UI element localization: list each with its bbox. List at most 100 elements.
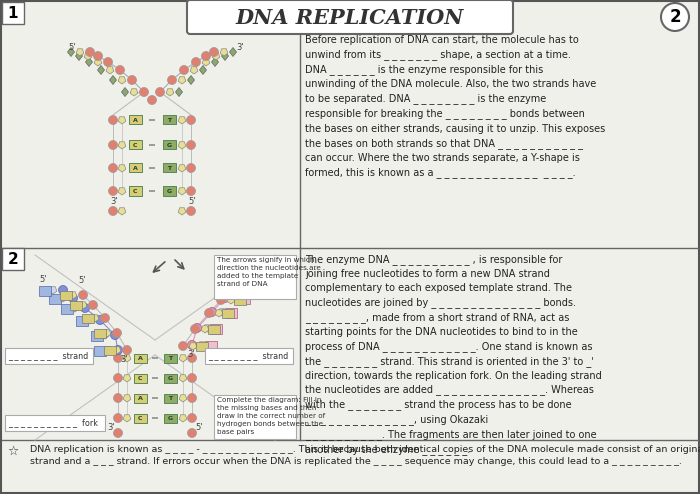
Circle shape [154, 377, 156, 379]
Circle shape [69, 293, 78, 302]
FancyBboxPatch shape [81, 314, 94, 323]
Polygon shape [123, 375, 131, 382]
FancyBboxPatch shape [244, 284, 256, 292]
FancyBboxPatch shape [94, 345, 106, 356]
Text: 5': 5' [247, 268, 255, 277]
Text: ☆: ☆ [7, 445, 18, 458]
Polygon shape [202, 59, 210, 66]
Polygon shape [237, 285, 245, 292]
Text: G: G [167, 375, 173, 380]
Circle shape [156, 357, 158, 359]
Circle shape [167, 76, 176, 84]
Polygon shape [76, 51, 83, 60]
Circle shape [154, 417, 156, 419]
Circle shape [153, 144, 155, 146]
Circle shape [154, 357, 156, 359]
Bar [214, 395, 296, 439]
Circle shape [155, 87, 164, 96]
Polygon shape [228, 297, 234, 304]
Text: G: G [167, 415, 173, 420]
FancyBboxPatch shape [187, 0, 513, 34]
Circle shape [190, 325, 199, 333]
Text: C: C [133, 189, 137, 194]
Circle shape [113, 354, 122, 363]
Circle shape [152, 397, 154, 399]
FancyBboxPatch shape [60, 303, 73, 314]
Circle shape [59, 286, 67, 294]
FancyBboxPatch shape [234, 295, 246, 304]
Polygon shape [118, 165, 126, 172]
Circle shape [209, 47, 218, 56]
Text: 3': 3' [107, 423, 115, 432]
Circle shape [113, 345, 122, 355]
Polygon shape [71, 305, 79, 312]
Bar [214, 255, 296, 299]
Circle shape [116, 66, 125, 75]
Text: The arrows signify in which
direction the nucleotides are
added to the template
: The arrows signify in which direction th… [217, 257, 321, 287]
Text: G: G [167, 142, 172, 148]
Bar [5, 348, 93, 364]
Text: The enzyme DNA _ _ _ _ _ _ _ _ _ _ , is responsible for
joining free nucleotides: The enzyme DNA _ _ _ _ _ _ _ _ _ _ , is … [305, 254, 602, 455]
Circle shape [85, 47, 94, 56]
Polygon shape [178, 188, 186, 195]
Polygon shape [113, 347, 121, 354]
Polygon shape [221, 51, 228, 60]
Polygon shape [123, 395, 131, 402]
Circle shape [202, 51, 211, 60]
Circle shape [80, 303, 90, 313]
Polygon shape [188, 76, 195, 84]
FancyBboxPatch shape [209, 324, 221, 333]
FancyBboxPatch shape [237, 293, 249, 303]
Polygon shape [178, 165, 186, 172]
Circle shape [149, 144, 151, 146]
FancyBboxPatch shape [76, 316, 88, 326]
FancyBboxPatch shape [162, 164, 176, 172]
Circle shape [108, 116, 118, 124]
Circle shape [152, 377, 154, 379]
Circle shape [153, 190, 155, 192]
Text: 3': 3' [120, 355, 127, 364]
Polygon shape [67, 47, 74, 56]
Circle shape [101, 314, 109, 323]
Polygon shape [104, 347, 112, 354]
Polygon shape [97, 66, 104, 75]
Polygon shape [102, 332, 108, 339]
Text: G: G [167, 189, 172, 194]
Circle shape [108, 164, 118, 172]
Text: A: A [132, 165, 137, 170]
Polygon shape [123, 415, 131, 422]
Circle shape [188, 413, 197, 422]
Polygon shape [190, 67, 198, 74]
Text: DNA REPLICATION: DNA REPLICATION [236, 8, 464, 28]
Polygon shape [211, 57, 218, 67]
FancyBboxPatch shape [164, 373, 176, 382]
Polygon shape [179, 395, 187, 402]
Text: Complete the diagram: Fill in
the missing bases and then
draw in the correct num: Complete the diagram: Fill in the missin… [217, 397, 325, 435]
Circle shape [108, 187, 118, 196]
Circle shape [108, 206, 118, 215]
FancyBboxPatch shape [134, 413, 146, 422]
Circle shape [149, 119, 151, 121]
Text: DNA replication is known as _ _ _ _ - _ _ _ _ _ _ _ _ _ _ _ _. This is because b: DNA replication is known as _ _ _ _ - _ … [30, 445, 700, 466]
FancyBboxPatch shape [129, 187, 141, 196]
Circle shape [94, 51, 102, 60]
Text: C: C [133, 142, 137, 148]
Polygon shape [118, 188, 126, 195]
Circle shape [149, 167, 151, 169]
FancyBboxPatch shape [38, 286, 50, 295]
Text: A: A [138, 356, 142, 361]
Circle shape [78, 290, 88, 299]
Polygon shape [203, 325, 211, 332]
FancyBboxPatch shape [164, 354, 176, 363]
Circle shape [151, 167, 153, 169]
Text: T: T [167, 165, 171, 170]
FancyBboxPatch shape [195, 341, 207, 351]
Polygon shape [179, 355, 187, 362]
Polygon shape [118, 208, 126, 215]
Circle shape [179, 66, 188, 75]
Text: 3': 3' [236, 269, 244, 278]
Circle shape [152, 417, 154, 419]
Text: 1: 1 [8, 5, 18, 20]
Polygon shape [189, 343, 197, 350]
FancyBboxPatch shape [134, 354, 146, 363]
